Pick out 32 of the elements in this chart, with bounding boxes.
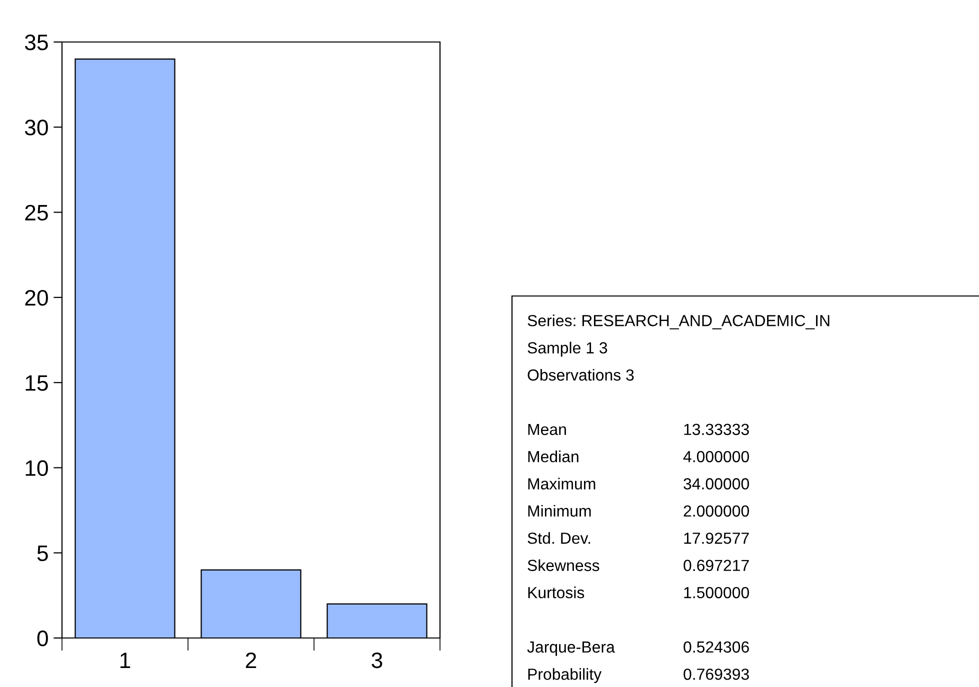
data-label: 0.697217 xyxy=(684,560,749,572)
data-label: 2.000000 xyxy=(684,505,749,517)
category-label: Minimum xyxy=(528,504,591,517)
text: Series: RESEARCH_AND_ACADEMIC_IN xyxy=(528,314,830,330)
category-label: Std. Dev. xyxy=(528,532,590,544)
x-tick-label: 1 xyxy=(120,652,130,668)
data-label: 17.92577 xyxy=(684,532,749,544)
category-label: Median xyxy=(528,450,578,462)
text: Sample 1 3 xyxy=(528,342,608,357)
category-label: Probability xyxy=(528,668,602,684)
y-tick-label: 15 xyxy=(26,375,48,391)
category-label: Jarque-Bera xyxy=(527,642,615,656)
y-tick-label: 25 xyxy=(25,204,48,221)
data-label: 34.00000 xyxy=(684,478,749,490)
y-tick-label: 10 xyxy=(26,460,48,476)
category-label: Mean xyxy=(528,424,566,436)
x-tick-label: 2 xyxy=(246,652,256,668)
x-tick-label: 3 xyxy=(372,652,382,668)
y-tick-label: 20 xyxy=(25,290,48,306)
category-label: Maximum xyxy=(528,478,596,490)
category-label: Skewness xyxy=(528,559,600,572)
y-tick-label: 35 xyxy=(24,34,48,50)
category-label: Kurtosis xyxy=(528,586,584,598)
text: Observations 3 xyxy=(528,368,634,381)
data-label: 4.000000 xyxy=(683,450,749,462)
y-tick-label: 5 xyxy=(37,546,48,562)
y-tick-label: 0 xyxy=(37,630,48,646)
data-label: 0.524306 xyxy=(684,641,749,653)
data-label: 1.500000 xyxy=(684,586,749,598)
data-label: 13.33333 xyxy=(684,424,749,436)
y-tick-label: 30 xyxy=(24,120,48,136)
data-label: 0.769393 xyxy=(684,668,749,680)
